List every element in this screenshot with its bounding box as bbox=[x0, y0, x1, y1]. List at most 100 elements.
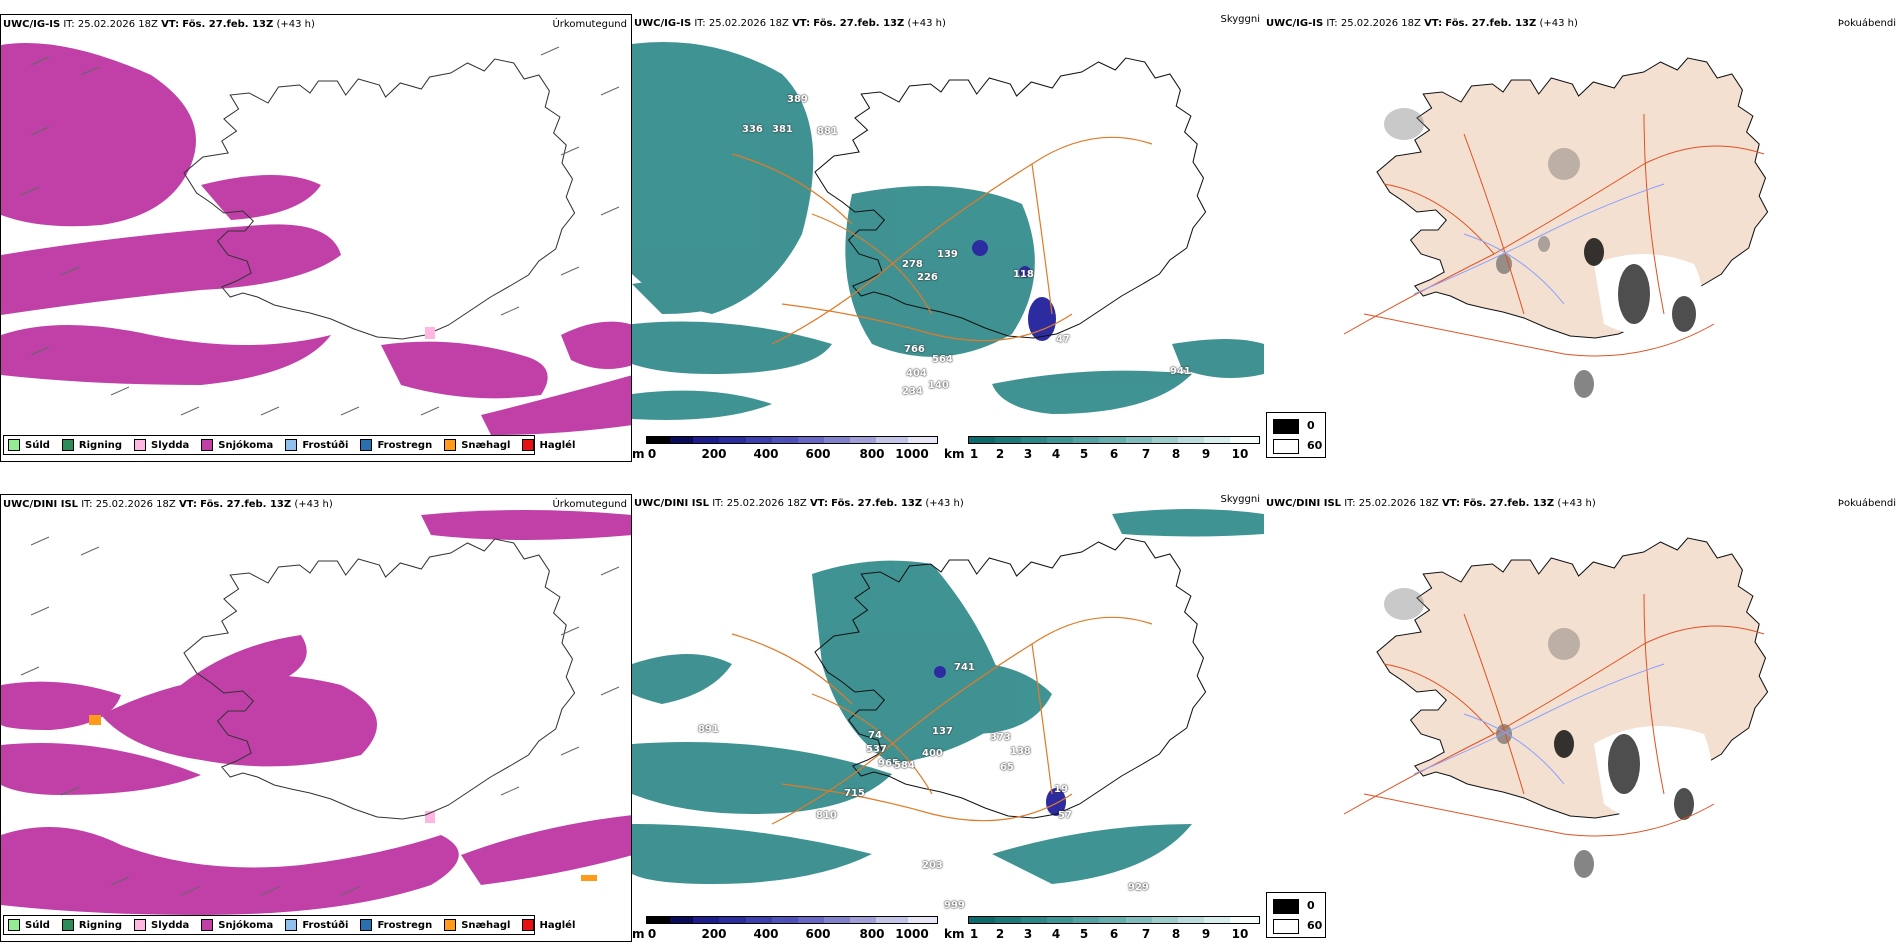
colorbar-tick: 0 bbox=[647, 447, 657, 461]
it-label: IT: bbox=[694, 18, 706, 29]
legend-swatch bbox=[61, 439, 74, 451]
it-label: IT: bbox=[63, 19, 75, 30]
legend-label: 0 bbox=[1307, 419, 1315, 432]
height-label: 715 bbox=[844, 788, 865, 799]
legend-swatch bbox=[134, 439, 147, 451]
legend-item: Frostregn bbox=[360, 919, 432, 931]
it-value: 25.02.2026 18Z bbox=[1340, 18, 1421, 29]
road-network bbox=[1343, 593, 1765, 837]
colorbar-tick: 400 bbox=[753, 447, 779, 461]
colorbar-tick: 1000 bbox=[895, 447, 929, 461]
height-label: 19 bbox=[1054, 784, 1068, 795]
wind-barbs bbox=[20, 536, 620, 896]
it-value: 25.02.2026 18Z bbox=[1358, 498, 1439, 509]
colorbar-tick: 10 bbox=[1231, 927, 1249, 941]
lead-time: (+43 h) bbox=[1539, 18, 1578, 29]
it-label: IT: bbox=[1326, 18, 1338, 29]
ceiling-blue-areas bbox=[934, 666, 1066, 816]
rivers bbox=[1413, 183, 1665, 305]
model-name: UWC/DINI ISL bbox=[1266, 498, 1342, 509]
legend-item: Snæhagl bbox=[444, 439, 510, 451]
height-label: 537 bbox=[866, 744, 887, 755]
height-label: 65 bbox=[1000, 762, 1014, 773]
height-label: 929 bbox=[1128, 882, 1149, 893]
ceiling-blue-areas bbox=[972, 240, 1056, 341]
colorbar-tick: 8 bbox=[1171, 447, 1181, 461]
legend-swatch bbox=[1273, 419, 1299, 434]
height-label: 226 bbox=[917, 272, 938, 283]
low-visibility-areas bbox=[632, 509, 1264, 884]
height-label: 999 bbox=[944, 900, 965, 911]
legend-label: Frostregn bbox=[377, 439, 433, 451]
it-label: IT: bbox=[1344, 498, 1356, 509]
precip-legend: Súld Rigning Slydda Snjókoma Frostúði Fr… bbox=[3, 435, 575, 455]
precip-legend: Súld Rigning Slydda Snjókoma Frostúði Fr… bbox=[3, 915, 575, 935]
colorbar-tick: 9 bbox=[1201, 927, 1211, 941]
panel-header: UWC/DINI ISL IT: 25.02.2026 18Z VT: Fös.… bbox=[3, 499, 333, 510]
panel-header: UWC/IG-IS IT: 25.02.2026 18Z VT: Fös. 27… bbox=[3, 19, 315, 30]
ceiling-colorbar: m 0 200 400 600 800 1000 bbox=[632, 436, 938, 462]
fog-shading bbox=[1384, 588, 1712, 878]
road-network bbox=[1343, 113, 1765, 357]
colorbar-tick: 3 bbox=[1023, 447, 1033, 461]
visibility-map bbox=[632, 509, 1264, 884]
colorbar-tick: 3 bbox=[1023, 927, 1033, 941]
height-label: 373 bbox=[990, 732, 1011, 743]
colorbar-tick: 4 bbox=[1051, 927, 1061, 941]
height-label: 400 bbox=[922, 748, 943, 759]
colorbar-tick: 400 bbox=[753, 927, 779, 941]
legend-swatch bbox=[8, 919, 20, 931]
legend-label: Haglél bbox=[539, 919, 576, 931]
vt-label: VT: bbox=[1441, 498, 1460, 509]
lead-time: (+43 h) bbox=[276, 19, 315, 30]
fog-index-panel-row2: UWC/DINI ISL IT: 25.02.2026 18Z VT: Fös.… bbox=[1264, 494, 1900, 942]
colorbar-tick: 7 bbox=[1141, 447, 1151, 461]
lead-time: (+43 h) bbox=[907, 18, 946, 29]
height-label: 810 bbox=[816, 810, 837, 821]
panel-header: UWC/IG-IS IT: 25.02.2026 18Z VT: Fös. 27… bbox=[1266, 18, 1578, 29]
colorbar-tick: 9 bbox=[1201, 447, 1211, 461]
panel-header: UWC/DINI ISL IT: 25.02.2026 18Z VT: Fös.… bbox=[1266, 498, 1596, 509]
height-label: 203 bbox=[922, 860, 943, 871]
lead-time: (+43 h) bbox=[925, 498, 964, 509]
height-label: 741 bbox=[954, 662, 975, 673]
model-name: UWC/IG-IS bbox=[3, 19, 61, 30]
height-label: 47 bbox=[1056, 334, 1070, 345]
height-label: 941 bbox=[1170, 366, 1191, 377]
legend-item: Súld bbox=[8, 439, 50, 451]
colorbar-unit: m bbox=[632, 927, 645, 941]
road-network bbox=[731, 136, 1153, 345]
legend-swatch bbox=[285, 919, 298, 931]
it-label: IT: bbox=[81, 499, 93, 510]
colorbar-unit: km bbox=[944, 447, 965, 461]
legend-swatch bbox=[61, 919, 74, 931]
colorbar-tick: 200 bbox=[701, 447, 727, 461]
it-value: 25.02.2026 18Z bbox=[726, 498, 807, 509]
legend-swatch bbox=[1273, 439, 1299, 454]
legend-label: Frostúði bbox=[302, 919, 349, 931]
height-label: 57 bbox=[1058, 810, 1072, 821]
colorbar-tick: 600 bbox=[805, 447, 831, 461]
snow-areas bbox=[1, 510, 631, 915]
legend-label: Frostregn bbox=[377, 919, 433, 931]
colorbar-tick: 1 bbox=[969, 927, 979, 941]
legend-swatch bbox=[444, 919, 457, 931]
cloud-legend: 0 60 bbox=[1266, 412, 1326, 458]
vt-value: Fös. 27.feb. 13Z bbox=[182, 19, 274, 30]
legend-item: Haglél bbox=[522, 439, 575, 451]
vt-label: VT: bbox=[178, 499, 197, 510]
rivers bbox=[1413, 663, 1665, 785]
legend-label: Snjókoma bbox=[218, 919, 274, 931]
colorbar-tick: 2 bbox=[995, 447, 1005, 461]
colorbar-tick: 7 bbox=[1141, 927, 1151, 941]
wind-barbs bbox=[20, 46, 620, 416]
legend-swatch bbox=[522, 919, 535, 931]
legend-label: Slydda bbox=[151, 919, 190, 931]
it-value: 25.02.2026 18Z bbox=[95, 499, 176, 510]
snow-areas bbox=[1, 43, 631, 435]
legend-item: Snæhagl bbox=[444, 919, 510, 931]
height-label: 766 bbox=[904, 344, 925, 355]
legend-label: Haglél bbox=[539, 439, 576, 451]
panel-title: Úrkomutegund bbox=[552, 19, 627, 30]
precip-type-map bbox=[1, 43, 631, 435]
